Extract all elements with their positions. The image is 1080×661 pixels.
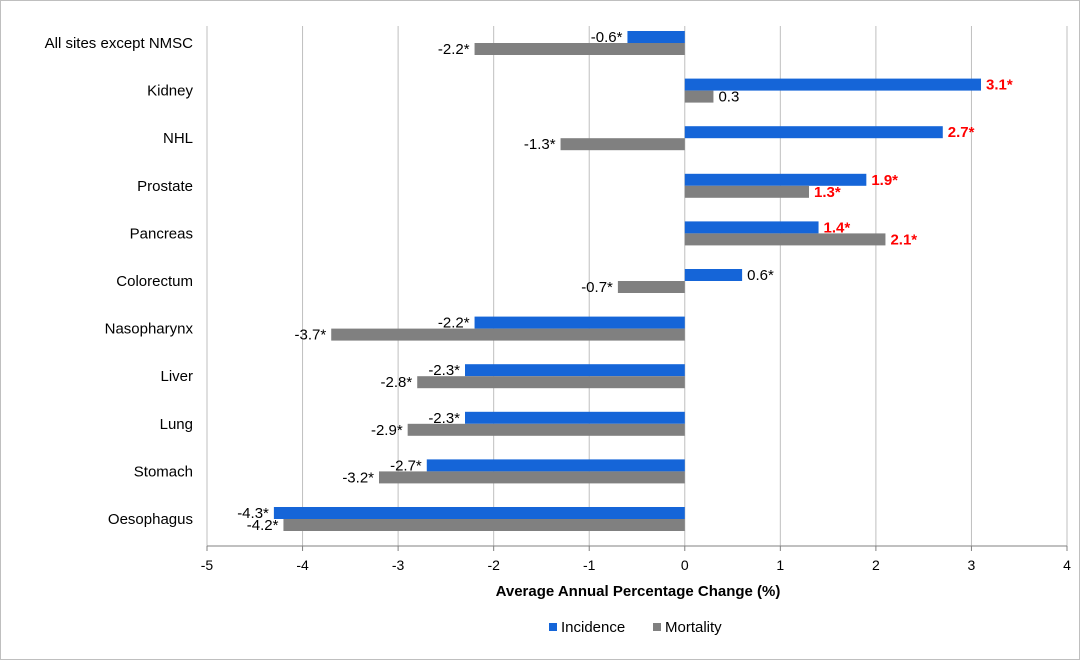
incidence-bar <box>474 316 685 329</box>
x-tick-label: -5 <box>201 557 214 573</box>
incidence-bar <box>465 364 685 377</box>
mortality-data-label: -2.9* <box>371 422 403 439</box>
category-label: All sites except NMSC <box>45 35 194 52</box>
x-tick-label: 1 <box>776 557 784 573</box>
category-label: Lung <box>160 416 193 433</box>
category-label: Colorectum <box>116 273 193 290</box>
x-axis: -5 -4 -3 -2 -1 0 1 2 3 4 <box>201 545 1071 573</box>
incidence-data-label: -2.3* <box>428 410 460 427</box>
incidence-data-label: 0.6* <box>747 267 774 284</box>
incidence-bar <box>684 173 867 186</box>
mortality-data-label: -2.2* <box>438 41 470 58</box>
incidence-bar <box>684 78 981 91</box>
incidence-data-label: -2.2* <box>438 315 470 332</box>
mortality-data-label: -1.3* <box>524 136 556 153</box>
x-axis-title: Average Annual Percentage Change (%) <box>496 583 781 600</box>
incidence-data-label: -0.6* <box>591 29 623 46</box>
category-label: Stomach <box>134 463 193 480</box>
legend-swatch-incidence <box>549 623 557 631</box>
legend-label-mortality: Mortality <box>665 619 722 636</box>
incidence-bar <box>426 459 685 472</box>
mortality-bar <box>283 519 685 531</box>
mortality-bar <box>417 376 685 389</box>
mortality-bar <box>684 90 714 103</box>
mortality-bar <box>474 43 685 55</box>
incidence-data-label: 3.1* <box>986 77 1013 94</box>
data-labels: -0.6* -2.2* 3.1* 0.3 2.7* -1.3* 1.9* 1.3* 1.4* 2.… <box>237 29 1013 534</box>
incidence-bar <box>627 31 685 43</box>
x-tick-label: 3 <box>968 557 976 573</box>
incidence-data-label: -2.7* <box>390 457 422 474</box>
incidence-data-label: -4.3* <box>237 505 269 522</box>
category-label: Pancreas <box>130 225 193 242</box>
x-tick-label: 4 <box>1063 557 1071 573</box>
incidence-bar <box>684 126 943 139</box>
legend-swatch-mortality <box>653 623 661 631</box>
mortality-bar <box>684 233 886 246</box>
legend: Incidence Mortality <box>549 619 722 636</box>
x-tick-label: -3 <box>392 557 405 573</box>
mortality-bar <box>684 185 809 198</box>
x-tick-label: -4 <box>296 557 309 573</box>
category-label: Kidney <box>147 83 193 100</box>
incidence-bar <box>273 507 685 519</box>
category-label: Nasopharynx <box>105 321 194 338</box>
category-labels: All sites except NMSC Kidney NHL Prostate Pa… <box>45 35 194 528</box>
incidence-bar <box>684 221 819 234</box>
mortality-bar <box>560 138 685 151</box>
mortality-data-label: 2.1* <box>890 231 917 248</box>
mortality-bar <box>331 328 685 341</box>
incidence-data-label: 2.7* <box>948 124 975 141</box>
x-tick-label: -1 <box>583 557 596 573</box>
mortality-data-label: -3.7* <box>295 327 327 344</box>
mortality-data-label: 1.3* <box>814 184 841 201</box>
incidence-bar <box>684 269 743 281</box>
legend-label-incidence: Incidence <box>561 619 625 636</box>
x-tick-label: -2 <box>487 557 500 573</box>
category-label: Prostate <box>137 178 193 195</box>
mortality-data-label: -3.2* <box>342 469 374 486</box>
mortality-bar <box>617 281 685 293</box>
category-label: Oesophagus <box>108 511 193 528</box>
mortality-bar <box>407 423 685 436</box>
category-label: NHL <box>163 130 193 147</box>
incidence-bar <box>465 411 685 424</box>
x-tick-label: 2 <box>872 557 880 573</box>
mortality-data-label: -4.2* <box>247 517 279 534</box>
incidence-data-label: -2.3* <box>428 362 460 379</box>
incidence-data-label: 1.4* <box>824 219 851 236</box>
bars <box>273 31 981 531</box>
mortality-data-label: 0.3 <box>718 89 739 106</box>
mortality-bar <box>379 471 685 484</box>
x-tick-label: 0 <box>681 557 689 573</box>
mortality-data-label: -0.7* <box>581 279 613 296</box>
incidence-data-label: 1.9* <box>871 172 898 189</box>
mortality-data-label: -2.8* <box>381 374 413 391</box>
category-label: Liver <box>160 368 193 385</box>
